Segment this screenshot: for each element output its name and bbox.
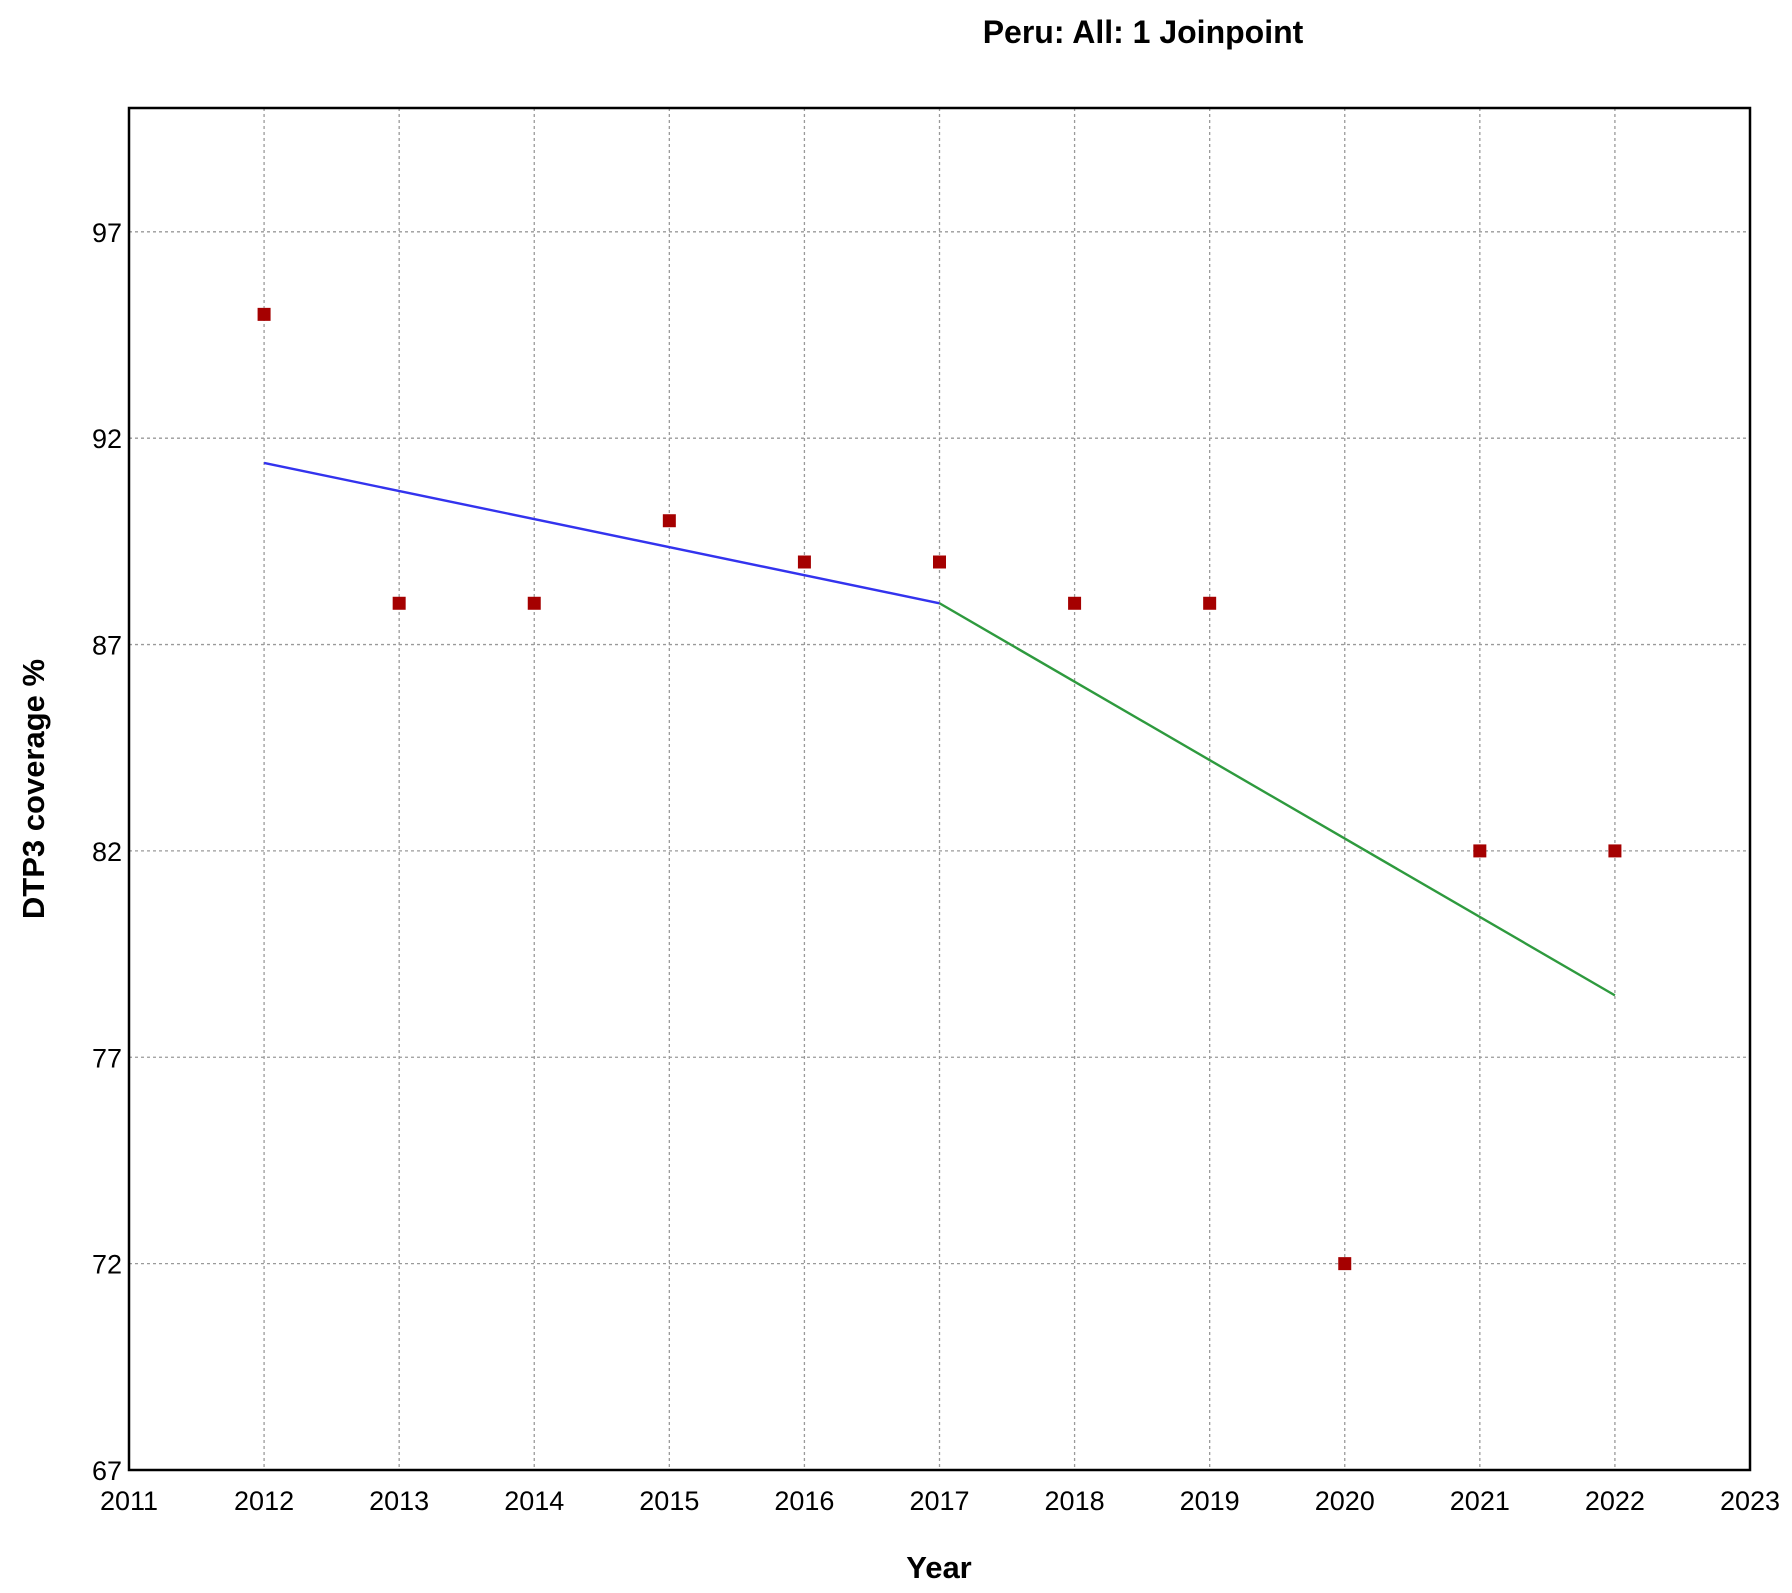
- y-tick-label: 67: [92, 1456, 122, 1486]
- observed-data-point: [1203, 596, 1217, 610]
- x-tick-label: 2013: [369, 1486, 429, 1516]
- trend-segments: [263, 461, 1616, 997]
- observed-data-point: [527, 596, 541, 610]
- x-tick-label: 2018: [1045, 1486, 1105, 1516]
- y-tick-label: 92: [92, 424, 122, 454]
- x-tick-label: 2011: [100, 1486, 158, 1516]
- joinpoint-segment-line: [938, 602, 1616, 997]
- observed-data-point: [662, 514, 676, 528]
- y-tick-label: 82: [92, 837, 122, 867]
- gridlines: [129, 108, 1750, 1470]
- observed-data-point: [392, 596, 406, 610]
- x-tick-label: 2021: [1450, 1486, 1510, 1516]
- plot-frame: [127, 106, 1752, 1472]
- x-tick-label: 2023: [1720, 1486, 1780, 1516]
- y-axis-label: DTP3 coverage %: [16, 659, 51, 919]
- y-tick-label: 77: [92, 1043, 122, 1073]
- x-tick-label: 2016: [774, 1486, 834, 1516]
- observed-data-point: [1608, 844, 1622, 858]
- observed-data-point: [1068, 596, 1082, 610]
- x-tick-label: 2017: [909, 1486, 969, 1516]
- x-axis-label: Year: [906, 1550, 972, 1585]
- observed-data-point: [797, 555, 811, 569]
- x-tick-label: 2020: [1315, 1486, 1375, 1516]
- chart-title: Peru: All: 1 Joinpoint: [983, 14, 1304, 50]
- joinpoint-segment-line: [263, 461, 940, 605]
- y-tick-label: 97: [92, 218, 122, 248]
- observed-data-point: [933, 555, 946, 569]
- observed-data-point: [1473, 844, 1487, 858]
- x-tick-label: 2015: [639, 1486, 699, 1516]
- x-tick-label: 2014: [504, 1486, 564, 1516]
- x-tick-label: 2019: [1180, 1486, 1240, 1516]
- y-tick-label: 72: [92, 1250, 122, 1280]
- observed-data-point: [1338, 1257, 1352, 1271]
- x-axis-ticks: 2011 2012 2013 2014 2015 2016 2017 2018 2019 2020…: [100, 1486, 1780, 1516]
- observed-points: [257, 307, 1622, 1271]
- observed-data-point: [257, 307, 271, 321]
- x-tick-label: 2012: [234, 1486, 294, 1516]
- y-axis-ticks: 67 72 77 82 87 92 97: [92, 218, 122, 1486]
- x-tick-label: 2022: [1585, 1486, 1645, 1516]
- y-tick-label: 87: [92, 631, 122, 661]
